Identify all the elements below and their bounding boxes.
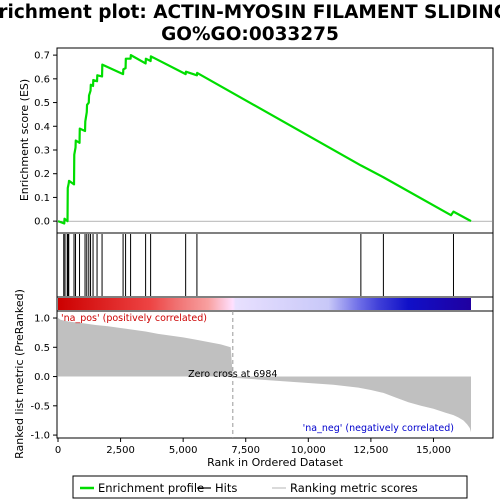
es-y-axis-label: Enrichment score (ES)	[18, 79, 31, 201]
legend-label: Hits	[215, 481, 237, 495]
metric-y-axis: 1.0 0.5 0.0 -0.5 -1.0	[30, 314, 57, 442]
metric-y-tick-label: 0.5	[34, 343, 50, 354]
x-tick-label: 12,500	[353, 445, 388, 456]
es-y-tick-label: 0.2	[34, 169, 50, 180]
x-tick-label: 7,500	[231, 445, 260, 456]
hits-series	[63, 234, 454, 296]
es-y-axis: 0.0 0.1 0.2 0.3 0.4 0.5 0.6 0.7	[34, 51, 493, 228]
es-y-tick-label: 0.1	[34, 193, 50, 204]
x-axis: 0 2,500 5,000 7,500 10,000 12,500 15,000	[55, 438, 451, 456]
x-tick-label: 2,500	[106, 445, 135, 456]
enrichment-profile-line	[57, 54, 472, 225]
es-y-tick-label: 0.7	[34, 51, 50, 62]
es-y-tick-label: 0.5	[34, 98, 50, 109]
x-axis-label: Rank in Ordered Dataset	[207, 456, 344, 469]
x-tick-label: 10,000	[291, 445, 326, 456]
legend-label: Ranking metric scores	[290, 481, 418, 495]
x-tick-label: 15,000	[416, 445, 451, 456]
metric-y-tick-label: 1.0	[34, 314, 50, 325]
legend-label: Enrichment profile	[98, 481, 204, 495]
metric-y-tick-label: -1.0	[30, 431, 50, 442]
metric-y-tick-label: -0.5	[30, 401, 50, 412]
chart-title-line2: GO%GO:0033275	[161, 24, 339, 45]
pos-correlated-label: 'na_pos' (positively correlated)	[61, 313, 207, 324]
es-y-tick-label: 0.3	[34, 145, 50, 156]
x-tick-label: 5,000	[169, 445, 198, 456]
es-y-tick-label: 0.4	[34, 122, 50, 133]
ranking-metric-area	[58, 318, 471, 433]
colorbar-strip	[58, 298, 471, 310]
chart-title-line1: Enrichment plot: ACTIN-MYOSIN FILAMENT S…	[0, 2, 500, 23]
metric-panel-frame	[56, 310, 494, 439]
es-y-tick-label: 0.0	[34, 217, 50, 228]
es-y-tick-label: 0.6	[34, 74, 50, 85]
legend: Enrichment profile Hits Ranking metric sco…	[80, 481, 418, 495]
rank-colorbar	[58, 298, 471, 310]
enrichment-profile-series	[57, 54, 472, 225]
legend-box	[72, 475, 468, 499]
neg-correlated-label: 'na_neg' (negatively correlated)	[303, 423, 454, 434]
x-tick-label: 0	[55, 445, 61, 456]
zero-cross-label: Zero cross at 6984	[188, 369, 277, 380]
metric-y-tick-label: 0.0	[34, 372, 50, 383]
metric-y-axis-label: Ranked list metric (PreRanked)	[13, 289, 26, 459]
ranking-metric-series	[58, 318, 471, 433]
